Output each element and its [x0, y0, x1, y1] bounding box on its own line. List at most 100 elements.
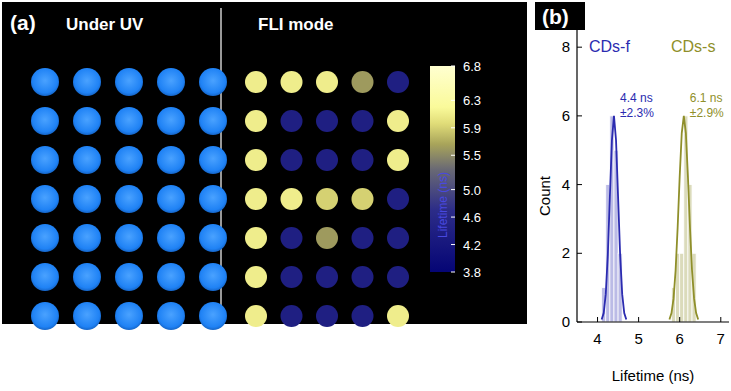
- lifetime-dot: [387, 305, 409, 327]
- lifetime-dot: [316, 149, 338, 171]
- lifetime-dot: [245, 71, 267, 93]
- lifetime-dot: [316, 266, 338, 288]
- uv-dot: [31, 107, 59, 135]
- lifetime-dot: [387, 188, 409, 210]
- x-tick: [638, 317, 639, 322]
- uv-dot: [199, 146, 227, 174]
- colorbar-tick-label: 4.6: [463, 210, 481, 225]
- uv-dot: [157, 302, 185, 330]
- y-tick-label: 6: [562, 107, 570, 124]
- lifetime-dot: [316, 305, 338, 327]
- colorbar-tick: [451, 189, 455, 190]
- y-tick: [577, 322, 582, 323]
- colorbar-tick-label: 3.8: [463, 265, 481, 280]
- uv-dot: [199, 263, 227, 291]
- lifetime-dot: [316, 227, 338, 249]
- uv-dot: [73, 224, 101, 252]
- lifetime-dot: [387, 266, 409, 288]
- colorbar-tick: [451, 244, 455, 245]
- panel-background: [2, 2, 527, 324]
- histogram-bar: [680, 253, 684, 322]
- lifetime-dot: [281, 110, 303, 132]
- y-axis-label: Count: [536, 175, 553, 216]
- peak-annotation: 4.4 ns: [620, 91, 653, 105]
- uv-dot: [31, 224, 59, 252]
- uv-dot: [115, 263, 143, 291]
- fli-title: FLI mode: [258, 15, 334, 34]
- uv-dot: [157, 68, 185, 96]
- uv-dot: [199, 224, 227, 252]
- uv-dot: [199, 185, 227, 213]
- colorbar-tick: [451, 217, 455, 218]
- panel-label-box: [535, 2, 585, 30]
- panel-label: (a): [10, 11, 36, 34]
- lifetime-dot: [281, 71, 303, 93]
- lifetime-dot: [352, 110, 374, 132]
- uv-dot: [199, 107, 227, 135]
- x-tick-label: 4: [593, 330, 601, 347]
- y-tick-label: 8: [562, 38, 570, 55]
- fit-curve: [669, 116, 698, 320]
- colorbar-tick-label: 5.0: [463, 183, 481, 198]
- y-tick: [577, 47, 582, 48]
- lifetime-dot: [316, 110, 338, 132]
- lifetime-dot: [316, 188, 338, 210]
- lifetime-dot: [387, 227, 409, 249]
- lifetime-dot: [316, 71, 338, 93]
- uv-dot: [31, 68, 59, 96]
- uv-dot: [115, 302, 143, 330]
- lifetime-dot: [352, 227, 374, 249]
- panel-label: (b): [542, 5, 569, 28]
- uv-dot: [157, 146, 185, 174]
- fit-curve: [602, 116, 627, 320]
- uv-dot: [31, 302, 59, 330]
- lifetime-dot: [245, 227, 267, 249]
- lifetime-dot: [245, 188, 267, 210]
- colorbar-tick-label: 5.5: [463, 148, 481, 163]
- colorbar-tick-label: 4.2: [463, 238, 481, 253]
- lifetime-dot: [352, 71, 374, 93]
- x-tick: [720, 317, 721, 322]
- colorbar-tick: [451, 66, 455, 67]
- lifetime-dot: [245, 149, 267, 171]
- lifetime-dot: [281, 266, 303, 288]
- lifetime-dot: [387, 71, 409, 93]
- x-axis-label: Lifetime (ns): [612, 367, 695, 384]
- uv-dot: [31, 146, 59, 174]
- colorbar-tick: [451, 155, 455, 156]
- y-tick-label: 4: [562, 176, 570, 193]
- uv-dot: [157, 224, 185, 252]
- uv-dot: [157, 263, 185, 291]
- uv-dot: [73, 263, 101, 291]
- lifetime-dot: [281, 305, 303, 327]
- lifetime-dot: [352, 305, 374, 327]
- x-tick: [597, 317, 598, 322]
- uv-dot: [73, 68, 101, 96]
- lifetime-dot: [245, 110, 267, 132]
- lifetime-dot: [245, 266, 267, 288]
- x-tick: [679, 317, 680, 322]
- lifetime-dot: [281, 188, 303, 210]
- uv-dot: [199, 68, 227, 96]
- colorbar-tick-label: 5.9: [463, 121, 481, 136]
- uv-dot: [157, 185, 185, 213]
- uv-title: Under UV: [66, 15, 144, 34]
- uv-dot: [73, 302, 101, 330]
- uv-dot: [115, 146, 143, 174]
- figure: (a)Under UVFLI mode6.86.35.95.55.04.64.2…: [0, 0, 731, 391]
- colorbar: [430, 66, 455, 272]
- uv-dot: [115, 68, 143, 96]
- lifetime-dot: [387, 110, 409, 132]
- y-tick: [577, 115, 582, 116]
- uv-dot: [73, 146, 101, 174]
- lifetime-dot: [352, 266, 374, 288]
- colorbar-label: Lifetime (ns): [436, 172, 450, 238]
- y-axis: [576, 30, 577, 322]
- colorbar-tick: [451, 127, 455, 128]
- uv-dot: [115, 185, 143, 213]
- uv-dot: [199, 302, 227, 330]
- uv-dot: [115, 224, 143, 252]
- spread-annotation: ±2.3%: [620, 106, 654, 120]
- uv-dot: [31, 263, 59, 291]
- y-tick-label: 0: [562, 313, 570, 330]
